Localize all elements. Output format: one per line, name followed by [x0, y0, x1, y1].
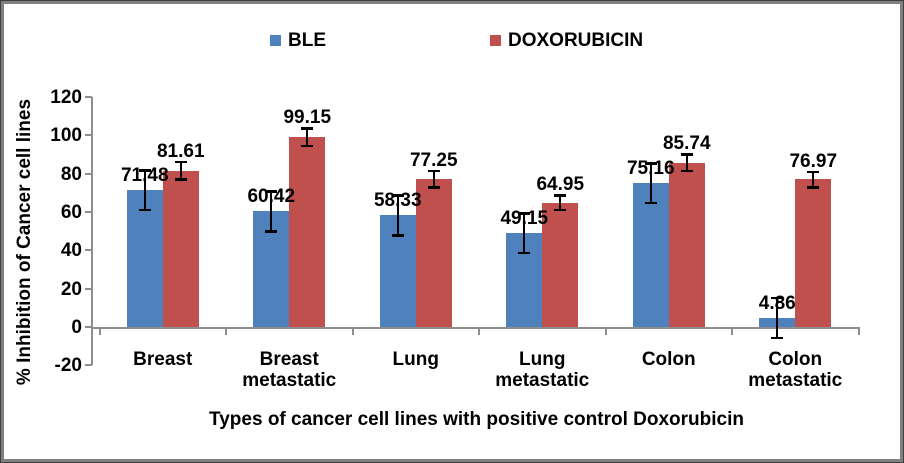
- bar-doxorubicin-2: [415, 178, 452, 327]
- data-label-ble-0: 71.48: [120, 164, 169, 186]
- category-label: Colon metastatic: [748, 349, 843, 391]
- error-bar-cap: [644, 162, 657, 165]
- y-tick: [85, 134, 92, 137]
- bar-ble-4: [632, 182, 669, 327]
- error-bar-cap: [265, 230, 278, 233]
- x-tick: [857, 329, 860, 335]
- bar-doxorubicin-4: [668, 162, 705, 327]
- x-tick: [351, 329, 354, 335]
- category-label: Breast: [133, 349, 193, 370]
- y-tick-label: 40: [60, 240, 82, 262]
- error-bar-line: [559, 195, 562, 210]
- error-bar-line: [685, 154, 688, 171]
- data-label-ble-3: 49.15: [500, 207, 549, 229]
- error-bar-cap: [265, 190, 278, 193]
- data-label-doxorubicin-1: 99.15: [283, 107, 332, 129]
- x-axis-title: Types of cancer cell lines with positive…: [209, 409, 744, 430]
- x-tick: [731, 329, 733, 335]
- legend-item-doxorubicin: DOXORUBICIN: [490, 30, 643, 51]
- category-label: Breast metastatic: [242, 349, 337, 391]
- y-tick: [85, 287, 92, 290]
- error-bar-line: [432, 170, 435, 188]
- error-bar-cap: [427, 169, 440, 173]
- error-bar-line: [649, 163, 652, 203]
- data-label-doxorubicin-2: 77.25: [409, 149, 458, 171]
- data-label-doxorubicin-5: 76.97: [789, 150, 838, 172]
- data-label-ble-4: 75.16: [626, 157, 675, 179]
- x-axis-line: [91, 327, 860, 329]
- error-bar-cap: [138, 208, 151, 212]
- x-tick: [604, 329, 607, 335]
- data-label-doxorubicin-4: 85.74: [662, 133, 711, 155]
- data-label-doxorubicin-0: 81.61: [156, 140, 205, 162]
- error-bar-cap: [554, 208, 567, 212]
- y-tick-label: 20: [60, 278, 82, 300]
- y-tick: [85, 172, 92, 175]
- error-bar-cap: [807, 170, 820, 174]
- error-bar-cap: [771, 296, 784, 300]
- y-tick-label: -20: [54, 355, 82, 377]
- category-label: Colon: [641, 349, 696, 370]
- y-tick: [85, 249, 92, 252]
- error-bar-cap: [771, 336, 784, 340]
- error-bar-cap: [554, 194, 567, 197]
- bar-doxorubicin-3: [542, 202, 579, 327]
- category-label: Lung: [392, 349, 439, 370]
- y-tick-label: 60: [60, 202, 82, 223]
- x-tick: [478, 329, 480, 335]
- error-bar-line: [143, 170, 146, 210]
- error-bar-cap: [680, 169, 693, 173]
- data-label-ble-2: 58.33: [373, 190, 422, 212]
- bar-doxorubicin-0: [162, 170, 199, 327]
- error-bar-cap: [391, 194, 404, 197]
- error-bar-cap: [518, 212, 531, 215]
- error-bar-cap: [138, 169, 151, 172]
- y-tick-label: 100: [50, 125, 82, 147]
- y-tick: [85, 211, 92, 213]
- error-bar-cap: [644, 201, 657, 205]
- y-tick: [85, 96, 92, 98]
- legend-swatch-doxorubicin: [490, 35, 501, 46]
- bar-doxorubicin-5: [795, 179, 832, 327]
- y-tick-label: 80: [60, 163, 82, 185]
- legend-swatch-ble: [270, 35, 281, 46]
- error-bar-cap: [301, 127, 314, 130]
- legend-label-ble: BLE: [288, 29, 326, 51]
- error-bar-line: [306, 128, 309, 146]
- y-axis-line: [91, 97, 93, 366]
- error-bar-cap: [680, 153, 693, 156]
- y-tick: [85, 364, 92, 367]
- error-bar-line: [179, 161, 182, 180]
- error-bar-cap: [807, 186, 820, 189]
- x-tick: [98, 329, 101, 335]
- error-bar-cap: [301, 144, 314, 148]
- x-tick: [225, 329, 227, 335]
- data-label-doxorubicin-3: 64.95: [536, 174, 585, 196]
- error-bar-line: [396, 195, 399, 236]
- bar-ble-0: [126, 189, 163, 327]
- error-bar-line: [270, 191, 273, 232]
- error-bar-line: [812, 171, 815, 188]
- error-bar-cap: [427, 186, 440, 189]
- error-bar-line: [523, 213, 526, 253]
- bar-doxorubicin-1: [289, 136, 326, 327]
- data-label-ble-5: 4.86: [758, 292, 796, 314]
- error-bar-cap: [174, 178, 187, 181]
- error-bar-cap: [174, 160, 187, 164]
- data-label-ble-1: 60.42: [247, 186, 296, 208]
- y-tick-label: 0: [71, 317, 82, 338]
- legend-label-doxorubicin: DOXORUBICIN: [508, 29, 644, 51]
- error-bar-line: [776, 297, 779, 338]
- category-label: Lung metastatic: [495, 349, 590, 391]
- y-tick: [85, 326, 92, 328]
- legend-item-ble: BLE: [270, 30, 326, 51]
- error-bar-cap: [518, 251, 531, 255]
- y-tick-label: 120: [50, 87, 82, 108]
- error-bar-cap: [391, 234, 404, 237]
